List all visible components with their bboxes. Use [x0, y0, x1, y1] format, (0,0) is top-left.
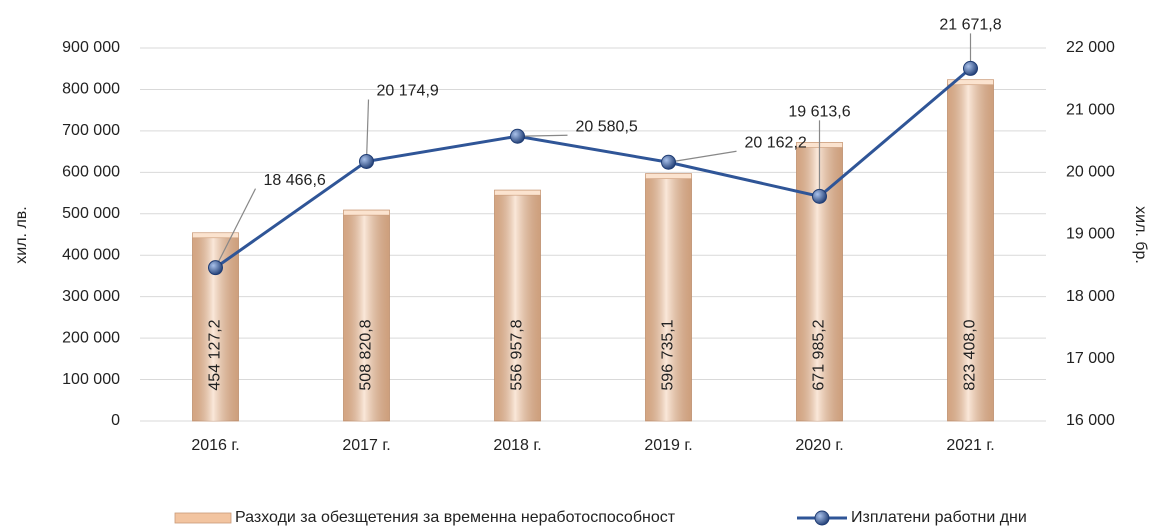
bar-shine — [645, 173, 692, 421]
bar-cap — [494, 189, 541, 196]
legend-swatch — [174, 512, 232, 524]
y-tick-label: 0 — [111, 412, 120, 429]
leader-line — [365, 99, 370, 162]
y-axis-label: хил. лв. — [13, 206, 30, 263]
x-tick-label: 2016 г. — [191, 437, 239, 454]
legend-label: Разходи за обезщетения за временна нераб… — [235, 509, 676, 526]
bar-value-label: 454 127,2 — [207, 319, 224, 390]
leader-line — [214, 188, 257, 268]
y-tick-label: 800 000 — [62, 81, 120, 98]
line-marker — [510, 128, 525, 144]
y-tick-label: 600 000 — [62, 164, 120, 181]
line — [214, 67, 972, 269]
bar-shine — [947, 79, 994, 421]
leader-line — [668, 150, 737, 163]
y-tick-label: 500 000 — [62, 205, 120, 222]
line-marker — [963, 60, 978, 76]
y2-tick-label: 22 000 — [1066, 39, 1115, 56]
line-marker — [208, 260, 223, 276]
x-tick-label: 2019 г. — [644, 437, 692, 454]
line-value-label: 18 466,6 — [264, 172, 326, 189]
legend-label: Изплатени работни дни — [851, 509, 1027, 526]
x-tick-label: 2017 г. — [342, 437, 390, 454]
y-tick-label: 200 000 — [62, 329, 120, 346]
bar-value-label: 823 408,0 — [962, 319, 979, 390]
bar-shine — [343, 210, 390, 421]
line-marker — [812, 188, 827, 204]
line-marker — [359, 153, 374, 169]
line-value-label: 21 671,8 — [939, 17, 1001, 34]
y2-tick-label: 20 000 — [1066, 164, 1115, 181]
y-tick-label: 900 000 — [62, 39, 120, 56]
y-tick-label: 700 000 — [62, 122, 120, 139]
bar-shine — [494, 190, 541, 421]
y2-tick-label: 16 000 — [1066, 412, 1115, 429]
y2-tick-label: 19 000 — [1066, 226, 1115, 243]
y-tick-label: 400 000 — [62, 246, 120, 263]
y2-tick-label: 17 000 — [1066, 350, 1115, 367]
y2-tick-label: 21 000 — [1066, 101, 1115, 118]
line-value-label: 20 174,9 — [377, 83, 439, 100]
bar-cap — [192, 232, 239, 239]
bar-cap — [343, 209, 390, 216]
x-tick-label: 2021 г. — [946, 437, 994, 454]
bar-value-label: 556 957,8 — [509, 319, 526, 390]
legend-marker — [814, 510, 830, 526]
bar-value-label: 508 820,8 — [358, 319, 375, 390]
bar-value-label: 596 735,1 — [660, 319, 677, 390]
line-value-label: 19 613,6 — [788, 104, 850, 121]
x-tick-label: 2020 г. — [795, 437, 843, 454]
y-tick-label: 100 000 — [62, 371, 120, 388]
line-value-label: 20 580,5 — [576, 118, 638, 135]
x-tick-label: 2018 г. — [493, 437, 541, 454]
line-marker — [661, 154, 676, 170]
bar-cap — [645, 173, 692, 179]
y-tick-label: 300 000 — [62, 288, 120, 305]
bar-value-label: 671 985,2 — [811, 319, 828, 390]
line-value-label: 20 162,2 — [745, 134, 807, 151]
y2-axis-label: хил. бр. — [1132, 206, 1149, 264]
y2-tick-label: 18 000 — [1066, 288, 1115, 305]
leader-line — [517, 134, 568, 137]
bar-cap — [947, 79, 994, 86]
